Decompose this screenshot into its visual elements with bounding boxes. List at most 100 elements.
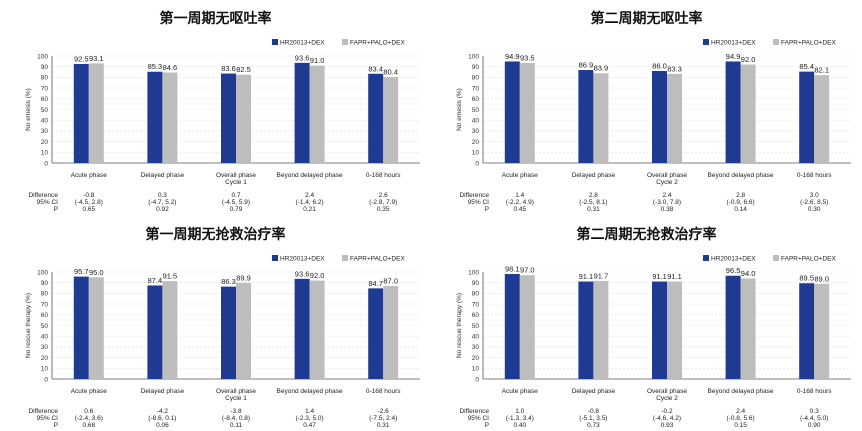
stats-value: 0.30 <box>808 206 821 213</box>
data-label: 87.0 <box>383 276 398 285</box>
legend-label: HR20013+DEX <box>711 256 756 263</box>
chart-plot: 0 10 20 30 40 50 60 70 80 90 100 No emesis (%) HR200… <box>25 39 420 213</box>
y-tick-label: 10 <box>41 366 49 373</box>
y-tick-label: 50 <box>472 323 480 330</box>
stats-value: 0.92 <box>156 206 169 213</box>
x-tick-label: Overall phase <box>647 172 687 179</box>
data-label: 85.4 <box>799 62 814 71</box>
stats-value: (-5.1, 3.5) <box>579 415 607 422</box>
stats-value: 2.8 <box>589 192 598 199</box>
x-tick-label: Beyond delayed phase <box>277 388 344 395</box>
data-label: 86.3 <box>221 277 236 286</box>
bar-hr <box>294 62 310 163</box>
x-tick-label: 0-168 hours <box>797 172 832 179</box>
bar-fapr <box>383 285 399 379</box>
legend-label: FAPR+PALO+DEX <box>350 40 405 47</box>
data-label: 94.0 <box>741 269 756 278</box>
stats-value: -2.6 <box>378 408 390 415</box>
bar-fapr <box>814 75 830 163</box>
stats-value: (-2.8, 7.9) <box>369 199 397 206</box>
x-tick-label: Delayed phase <box>141 388 185 395</box>
data-label: 93.5 <box>520 53 535 62</box>
stats-row-label: 95% CI <box>37 199 59 206</box>
data-label: 93.1 <box>89 54 104 63</box>
chart-panel-cycle2-rescue: 第二周期无抢救治疗率 0 10 20 30 40 50 60 70 80 90 100 No resc… <box>431 216 862 431</box>
y-tick-label: 90 <box>472 64 480 71</box>
legend-swatch-fapr <box>773 39 779 45</box>
y-tick-label: 30 <box>41 128 49 135</box>
x-tick-label: Acute phase <box>502 172 539 179</box>
x-tick-label: Acute phase <box>71 388 108 395</box>
legend-swatch-hr <box>703 255 709 261</box>
x-tick-label: Beyond delayed phase <box>708 172 775 179</box>
data-label: 89.5 <box>799 274 814 283</box>
stats-value: 2.4 <box>736 408 745 415</box>
data-label: 92.5 <box>74 55 89 64</box>
bar-hr <box>504 274 520 379</box>
y-tick-label: 90 <box>41 280 49 287</box>
stats-value: 0.7 <box>231 192 240 199</box>
bar-hr <box>578 70 594 163</box>
stats-value: (-2.5, 8.1) <box>579 199 607 206</box>
stats-row-label: Difference <box>459 192 489 199</box>
y-tick-label: 100 <box>37 269 48 276</box>
data-label: 92.0 <box>741 55 756 64</box>
legend-swatch-fapr <box>773 255 779 261</box>
data-label: 83.6 <box>221 64 236 73</box>
y-tick-label: 50 <box>472 107 480 114</box>
x-tick-label: Overall phase <box>216 388 256 395</box>
legend-swatch-hr <box>703 39 709 45</box>
y-tick-label: 50 <box>41 107 49 114</box>
legend-label: HR20013+DEX <box>711 40 756 47</box>
stats-value: 0.73 <box>587 422 600 429</box>
bar-fapr <box>740 278 756 379</box>
data-label: 82.5 <box>236 65 251 74</box>
x-tick-label: Cycle 2 <box>656 179 678 186</box>
y-tick-label: 40 <box>472 118 480 125</box>
data-label: 86.9 <box>579 61 594 70</box>
stats-row-label: P <box>54 422 58 429</box>
stats-value: -0.8 <box>588 408 600 415</box>
x-tick-label: Delayed phase <box>141 172 185 179</box>
data-label: 97.0 <box>520 266 535 275</box>
stats-value: 1.0 <box>515 408 524 415</box>
y-tick-label: 0 <box>475 160 479 167</box>
stats-value: 0.90 <box>808 422 821 429</box>
legend-label: HR20013+DEX <box>280 40 325 47</box>
x-tick-label: Cycle 2 <box>656 395 678 402</box>
y-tick-label: 90 <box>472 280 480 287</box>
bar-hr <box>368 73 384 163</box>
stats-value: -4.2 <box>157 408 169 415</box>
bar-fapr <box>236 282 251 379</box>
stats-value: 0.79 <box>230 206 243 213</box>
y-tick-label: 30 <box>472 128 480 135</box>
y-axis-title: No rescue therapy (%) <box>25 293 32 358</box>
data-label: 93.6 <box>295 53 310 62</box>
chart-title: 第二周期无抢救治疗率 <box>576 227 717 243</box>
bar-hr <box>147 285 163 379</box>
stats-value: 2.4 <box>305 192 314 199</box>
bar-hr <box>221 286 236 379</box>
bar-hr <box>578 281 594 379</box>
stats-value: (-2.6, 8.5) <box>800 199 828 206</box>
bar-hr <box>73 64 89 163</box>
chart-title: 第一周期无呕吐率 <box>159 11 272 27</box>
data-label: 86.0 <box>652 61 667 70</box>
y-tick-label: 40 <box>472 334 480 341</box>
y-tick-label: 70 <box>472 85 480 92</box>
legend-swatch-fapr <box>342 39 348 45</box>
y-tick-label: 40 <box>41 334 49 341</box>
y-tick-label: 60 <box>472 96 480 103</box>
stats-value: 1.4 <box>305 408 314 415</box>
y-tick-label: 60 <box>472 312 480 319</box>
stats-row-label: P <box>485 422 489 429</box>
data-label: 95.0 <box>89 268 104 277</box>
stats-value: 3.0 <box>810 192 819 199</box>
stats-value: 2.6 <box>379 192 388 199</box>
stats-value: 0.11 <box>230 422 243 429</box>
y-tick-label: 30 <box>472 344 480 351</box>
stats-value: 0.15 <box>734 422 747 429</box>
stats-value: (-3.0, 7.8) <box>653 199 681 206</box>
y-tick-label: 10 <box>41 150 49 157</box>
stats-value: 0.31 <box>377 422 390 429</box>
